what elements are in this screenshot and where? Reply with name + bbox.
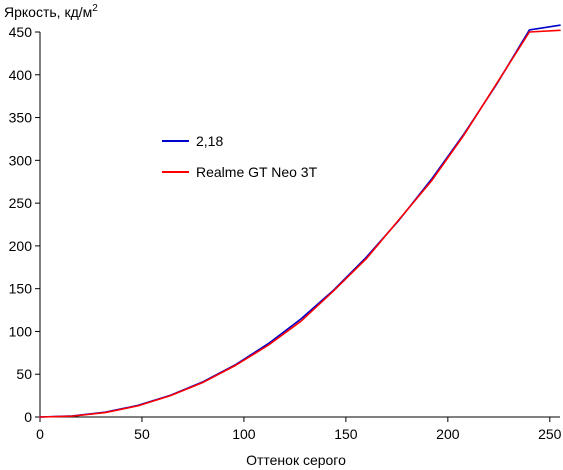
y-tick-label: 450 xyxy=(9,24,33,40)
y-tick-label: 350 xyxy=(9,110,33,126)
series-line-1 xyxy=(39,24,561,418)
legend-label-2: Realme GT Neo 3T xyxy=(196,164,318,180)
x-tick-label: 50 xyxy=(134,426,150,442)
y-axis-title-text: Яркость, кд/м xyxy=(4,4,92,20)
y-tick-label: 400 xyxy=(9,67,33,83)
y-tick-label: 150 xyxy=(9,281,33,297)
x-axis-title: Оттенок серого xyxy=(246,452,346,468)
series-line-2 xyxy=(39,29,561,418)
y-axis-title: Яркость, кд/м2 xyxy=(4,3,98,20)
x-tick-label: 0 xyxy=(36,426,44,442)
y-tick-label: 250 xyxy=(9,195,33,211)
y-tick-label: 50 xyxy=(16,366,32,382)
y-tick-label: 0 xyxy=(24,409,32,425)
x-tick-label: 100 xyxy=(232,426,256,442)
legend-label-1: 2,18 xyxy=(196,133,223,149)
y-axis-title-superscript: 2 xyxy=(92,3,98,14)
y-tick-label: 200 xyxy=(9,238,33,254)
y-tick-label: 300 xyxy=(9,152,33,168)
x-tick-label: 200 xyxy=(436,426,460,442)
plot-area: 0 50 100 150 200 250 300 350 400 450 0 50 100 150 200 2… xyxy=(9,24,562,442)
x-tick-label: 150 xyxy=(334,426,358,442)
x-tick-label: 250 xyxy=(538,426,562,442)
y-tick-label: 100 xyxy=(9,323,33,339)
svg-text:Яркость, кд/м2: Яркость, кд/м2 xyxy=(4,3,98,20)
